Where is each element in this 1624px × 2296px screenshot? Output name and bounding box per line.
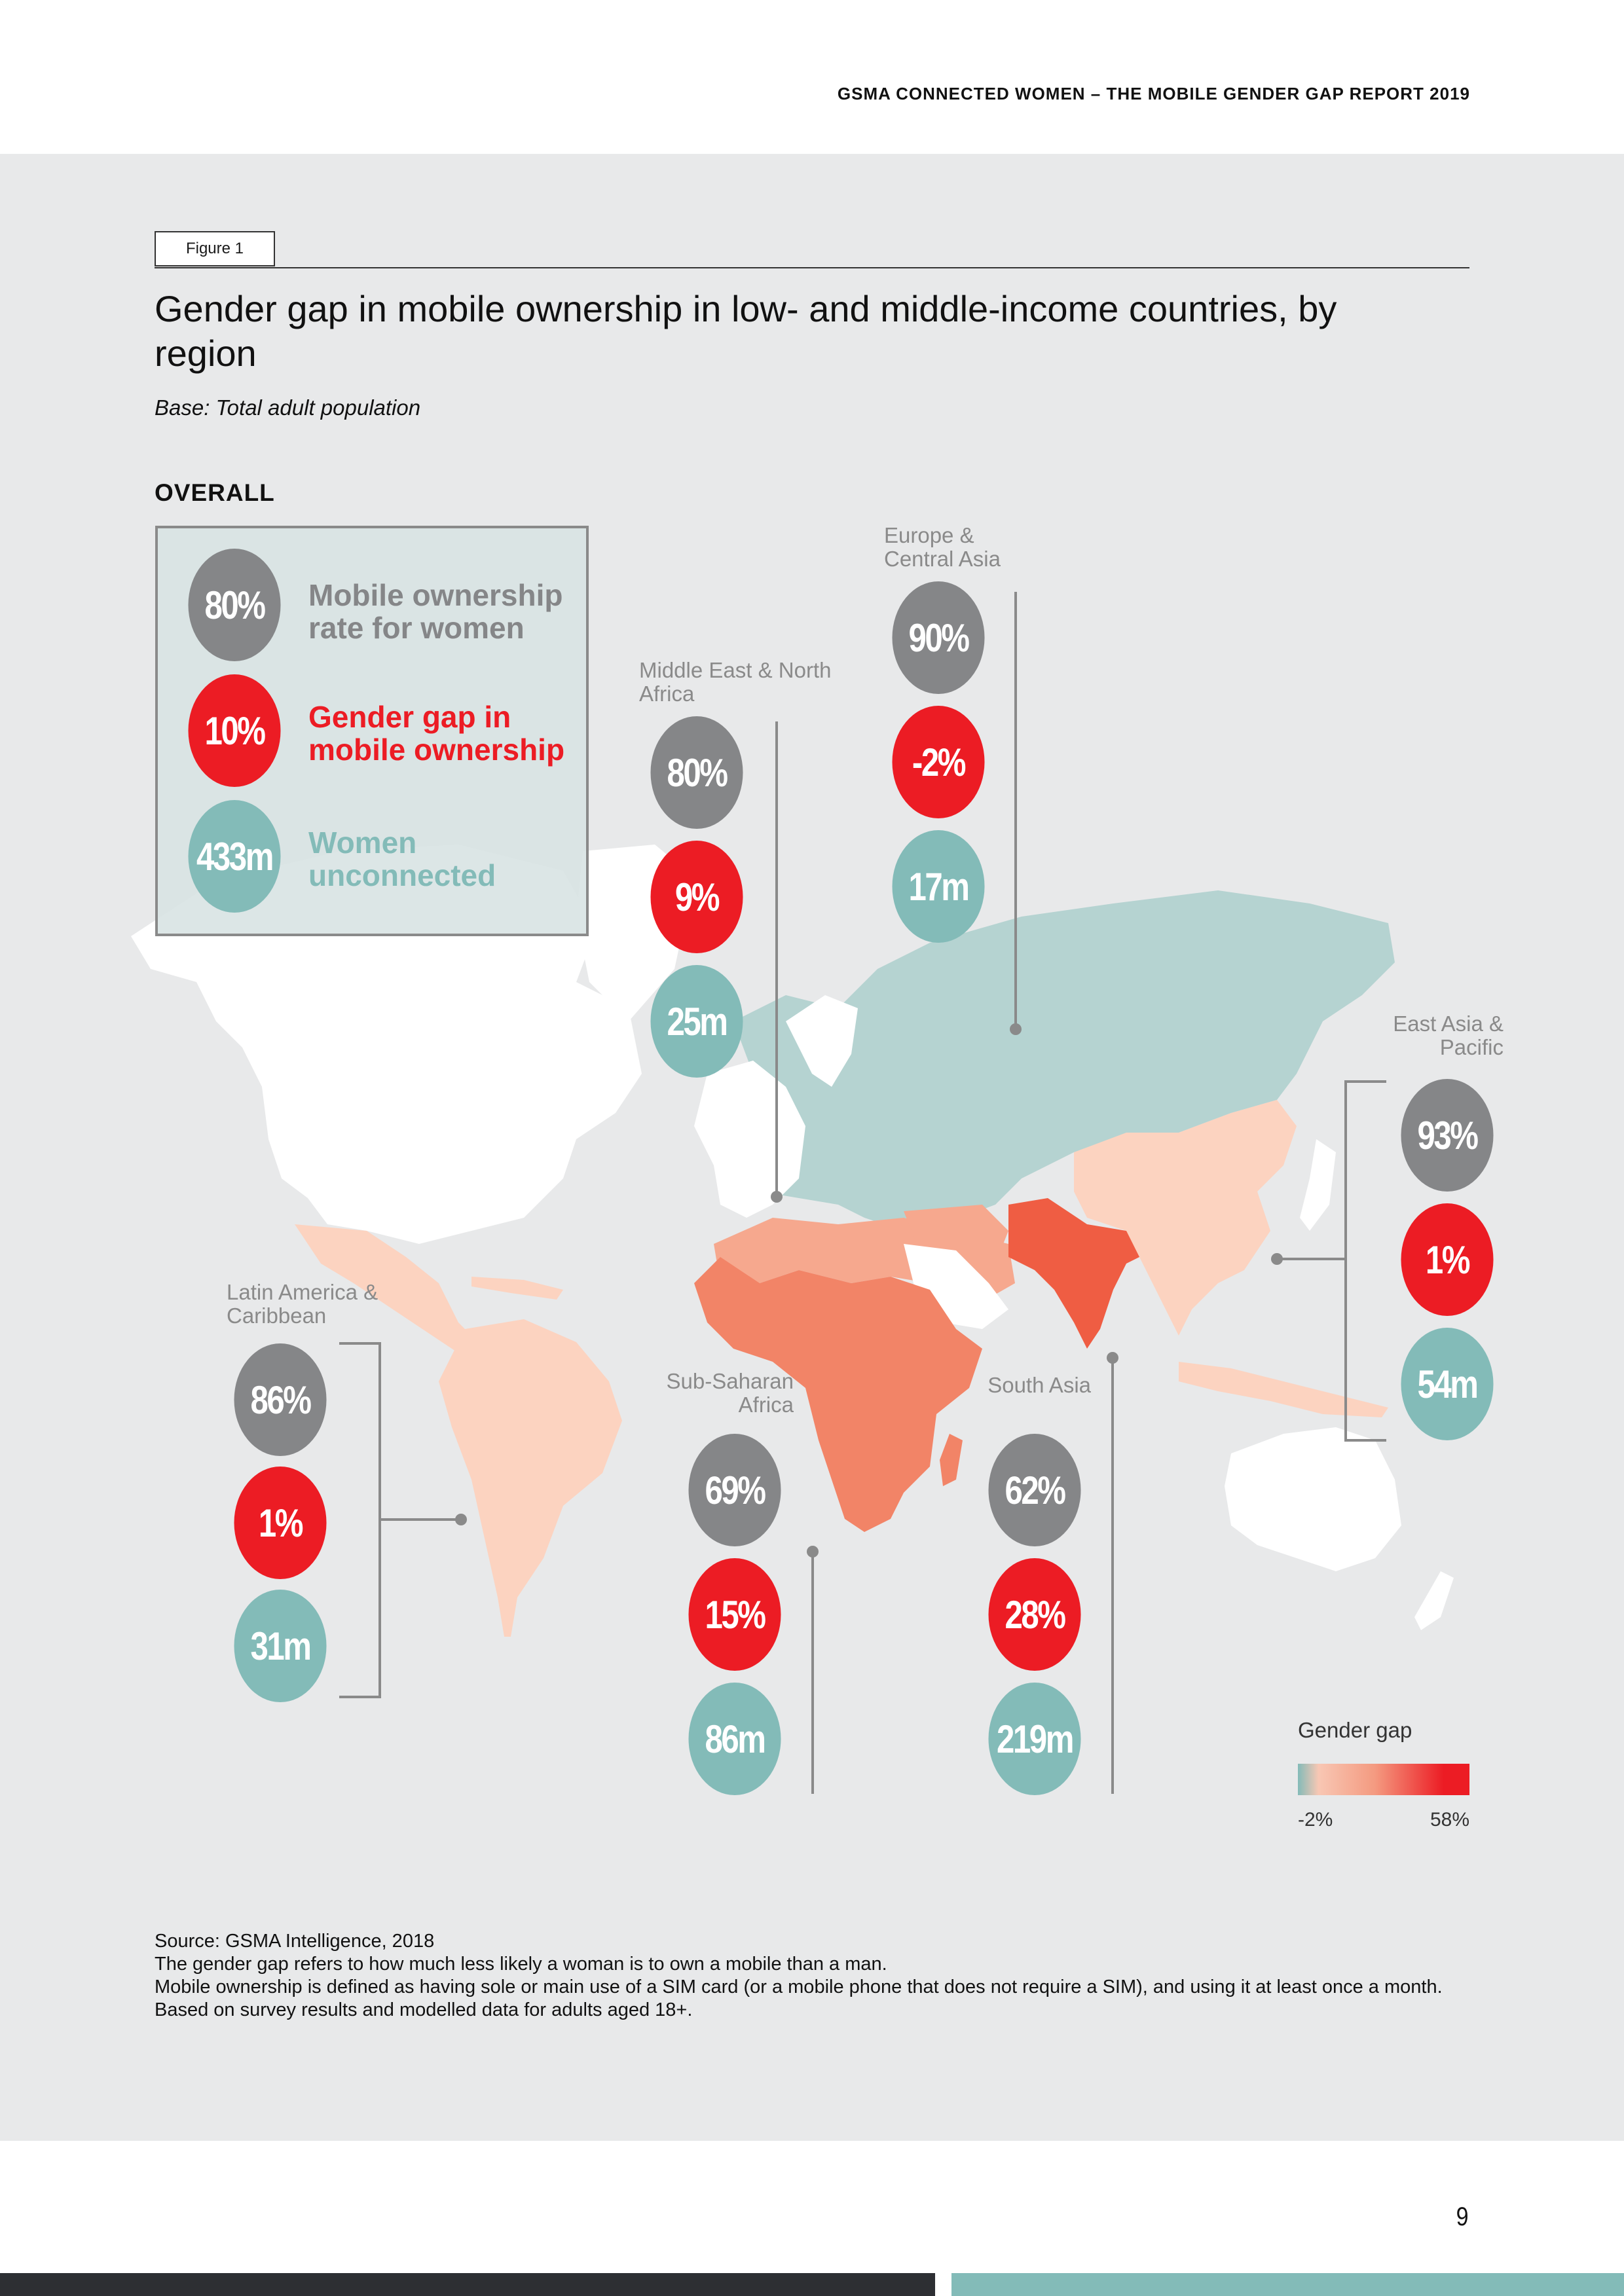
report-header-title: GSMA CONNECTED WOMEN – THE MOBILE GENDER… [837,84,1470,103]
notes-line-1: The gender gap refers to how much less l… [155,1954,887,1975]
map-caribbean [471,1277,563,1300]
southasia-ownership-circle: 62% [988,1434,1081,1546]
mena-unconnected-circle: 25m [650,965,743,1078]
gender-gap-scale-title: Gender gap [1298,1718,1412,1742]
notes-source: Source: GSMA Intelligence, 2018 [155,1931,435,1952]
mena-ownership-circle: 80% [650,716,743,829]
latam-connector-line [381,1518,461,1521]
overall-gap-label: Gender gap in mobile ownership [308,700,565,767]
europe-gap-circle: -2% [892,706,985,818]
mena-connector-line [775,721,778,1197]
europe-connector-dot [1010,1023,1022,1035]
figure-rule [155,267,1469,268]
map-new-zealand [1414,1571,1454,1630]
page-number: 9 [1456,2202,1469,2231]
map-scandinavia [786,995,858,1087]
europe-ownership-circle: 90% [892,581,985,694]
overall-heading: OVERALL [155,479,275,506]
overall-unconnected-circle: 433m [188,800,281,913]
region-label-south-asia: South Asia [987,1373,1091,1397]
southasia-unconnected-circle: 219m [988,1683,1081,1795]
overall-gap-circle: 10% [188,674,281,787]
gender-gap-scale-min: -2% [1298,1809,1333,1831]
map-japan [1300,1139,1336,1231]
map-southeast-asia-islands [1179,1362,1388,1417]
ssa-ownership-circle: 69% [688,1434,781,1546]
map-europe-central-asia [733,890,1395,1231]
notes-line-3: Based on survey results and modelled dat… [155,1999,693,2020]
map-central-america [295,1224,485,1362]
eastasia-connector-line [1277,1258,1345,1260]
eastasia-unconnected-circle: 54m [1401,1328,1494,1440]
footer-bar-dark [0,2273,935,2296]
southasia-connector-dot [1107,1352,1118,1364]
gender-gap-scale-bar [1298,1764,1469,1795]
map-madagascar [940,1434,963,1486]
figure-base-note: Base: Total adult population [155,395,421,420]
europe-connector-line [1014,592,1017,1029]
overall-ownership-label: Mobile ownership rate for women [308,578,563,645]
eastasia-gap-circle: 1% [1401,1203,1494,1316]
mena-gap-circle: 9% [650,841,743,953]
figure-title: Gender gap in mobile ownership in low- a… [155,288,1337,374]
eastasia-bracket-bottom [1344,1439,1386,1442]
footer-bar-teal [951,2273,1624,2296]
europe-unconnected-circle: 17m [892,830,985,943]
map-east-asia [1074,1100,1297,1336]
region-label-latin-america: Latin America & Caribbean [227,1280,378,1328]
overall-unconnected-label: Women unconnected [308,826,496,892]
figure-tag: Figure 1 [155,231,275,266]
ssa-gap-circle: 15% [688,1558,781,1671]
latam-bracket-top [339,1342,381,1345]
region-label-mena: Middle East & North Africa [639,658,832,706]
eastasia-ownership-circle: 93% [1401,1079,1494,1192]
region-label-east-asia-pacific: East Asia & Pacific [1393,1011,1504,1059]
map-south-america [439,1319,622,1637]
latam-gap-circle: 1% [234,1467,327,1579]
latam-connector-dot [455,1514,467,1525]
eastasia-connector-dot [1271,1253,1283,1265]
eastasia-bracket-vertical [1344,1080,1347,1442]
region-label-sub-saharan-africa: Sub-Saharan Africa [666,1369,794,1417]
ssa-connector-line [811,1552,814,1794]
gender-gap-scale-max: 58% [1430,1809,1469,1831]
map-sub-saharan-africa [694,1257,982,1532]
latam-bracket-vertical [378,1342,381,1698]
latam-unconnected-circle: 31m [234,1590,327,1702]
notes-line-2: Mobile ownership is defined as having so… [155,1977,1443,1997]
southasia-gap-circle: 28% [988,1558,1081,1671]
southasia-connector-line [1111,1358,1114,1794]
map-north-america [131,845,642,1244]
map-south-asia [1008,1198,1153,1349]
latam-ownership-circle: 86% [234,1343,327,1456]
mena-connector-dot [771,1191,783,1203]
figure-notes: Source: GSMA Intelligence, 2018 The gend… [155,1930,1484,2022]
overall-ownership-circle: 80% [188,549,281,661]
ssa-connector-dot [807,1546,819,1558]
region-label-europe-central-asia: Europe & Central Asia [884,523,1001,571]
latam-bracket-bottom [339,1696,381,1698]
map-middle-east-east [904,1205,1008,1264]
map-australia [1225,1427,1401,1571]
eastasia-bracket-top [1344,1080,1386,1083]
ssa-unconnected-circle: 86m [688,1683,781,1795]
